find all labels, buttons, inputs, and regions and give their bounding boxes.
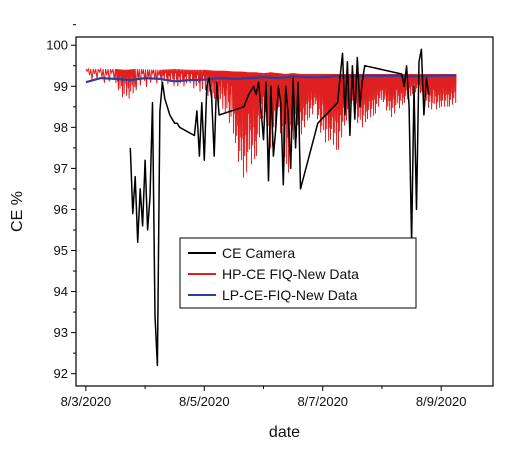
x-tick-label: 8/5/2020 — [179, 394, 230, 409]
legend-label: CE Camera — [222, 245, 295, 261]
x-tick-label: 8/7/2020 — [297, 394, 348, 409]
x-tick-label: 8/9/2020 — [416, 394, 467, 409]
y-tick-label: 99 — [54, 79, 68, 94]
plot-frame — [75, 36, 494, 387]
x-tick-label: 8/3/2020 — [61, 394, 112, 409]
series-ce-camera-line — [129, 48, 430, 367]
legend-label: LP-CE-FIQ-New Data — [222, 287, 358, 303]
y-tick-label: 97 — [54, 161, 68, 176]
y-tick-label: 96 — [54, 202, 68, 217]
x-axis-title: date — [269, 424, 300, 441]
y-tick-label: 98 — [54, 120, 68, 135]
series-hp-ce-fiq-line — [85, 67, 457, 178]
legend: CE Camera HP-CE FIQ-New Data LP-CE-FIQ-New… — [179, 237, 417, 309]
series-lp-ce-fiq-line — [85, 74, 456, 84]
y-tick-label: 95 — [54, 243, 68, 258]
y-tick-label: 94 — [54, 284, 68, 299]
y-tick-label: 100 — [46, 38, 68, 53]
y-tick-label: 93 — [54, 325, 68, 340]
legend-label: HP-CE FIQ-New Data — [222, 266, 359, 282]
y-axis-title: CE % — [9, 191, 26, 232]
y-tick-label: 92 — [54, 366, 68, 381]
legend-box — [179, 237, 417, 309]
